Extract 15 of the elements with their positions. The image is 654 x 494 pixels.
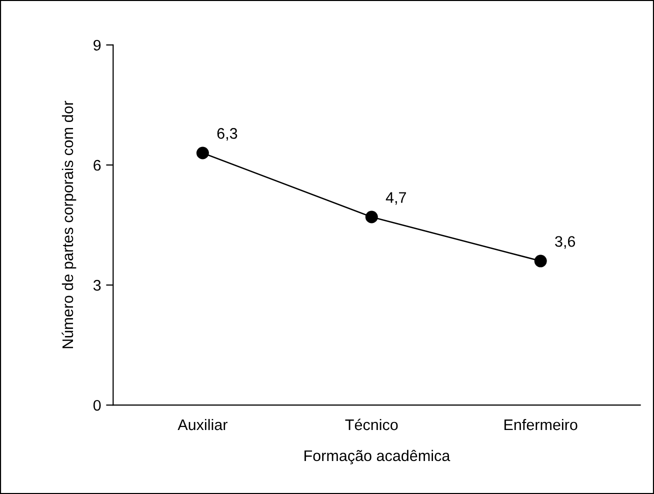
y-tick-label: 6 — [94, 160, 101, 171]
y-axis-title: Número de partes corporais com dor — [62, 100, 76, 348]
point — [196, 146, 209, 160]
data-label: 3,6 — [555, 236, 576, 249]
point — [365, 210, 378, 224]
data-label: 6,3 — [217, 128, 238, 141]
x-axis-title: Formação acadêmica — [304, 450, 450, 464]
point — [534, 254, 547, 268]
data-label: 4,7 — [386, 192, 406, 205]
x-tick-label: Técnico — [345, 418, 398, 430]
x-tick-label: Enfermeiro — [504, 418, 578, 430]
y-tick-label: 3 — [93, 280, 101, 291]
y-tick-label: 9 — [94, 40, 101, 51]
x-tick-label: Auxiliar — [178, 418, 228, 430]
y-tick-label: 0 — [93, 400, 101, 411]
